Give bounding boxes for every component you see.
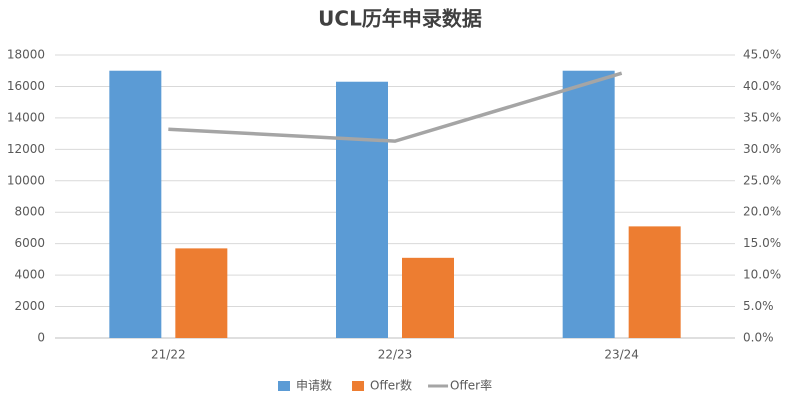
y-tick-label: 0 [37,331,45,345]
chart-title: UCL历年申录数据 [318,7,482,31]
y2-tick-label: 20.0% [743,205,781,219]
y-tick-label: 16000 [7,79,45,93]
legend-label: Offer率 [450,378,492,393]
y-tick-label: 8000 [14,205,45,219]
y2-tick-label: 40.0% [743,79,781,93]
y2-tick-label: 45.0% [743,48,781,62]
y2-tick-label: 15.0% [743,236,781,250]
y2-tick-label: 0.0% [743,331,774,345]
y-tick-label: 18000 [7,48,45,62]
y-tick-label: 4000 [14,268,45,282]
y-tick-label: 10000 [7,173,45,187]
bar [562,70,615,338]
y2-tick-label: 5.0% [743,299,774,313]
x-tick-label: 21/22 [151,348,186,362]
legend-swatch [278,381,290,391]
bar [402,257,454,338]
line [168,71,623,143]
y-tick-label: 14000 [7,110,45,124]
bar [628,226,681,338]
legend-swatch [352,381,365,391]
y-tick-label: 12000 [7,142,45,156]
legend-label: Offer数 [370,378,412,393]
x-tick-label: 22/23 [378,348,413,362]
y2-tick-label: 10.0% [743,268,781,282]
y2-tick-label: 30.0% [743,142,781,156]
bar [175,248,228,338]
y-tick-label: 2000 [14,299,45,313]
bar [109,70,162,338]
y2-tick-label: 25.0% [743,173,781,187]
x-tick-label: 23/24 [604,348,639,362]
bar [336,81,388,338]
legend-label: 申请数 [296,378,332,393]
y2-tick-label: 35.0% [743,110,781,124]
y-tick-label: 6000 [14,236,45,250]
